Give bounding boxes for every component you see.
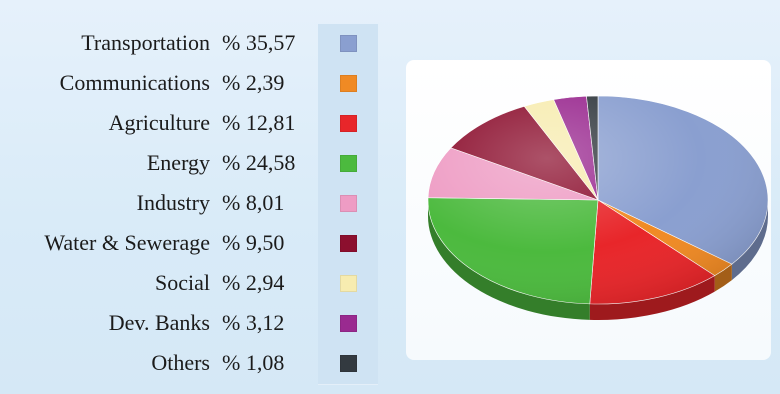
legend-swatch-cell-others (318, 344, 378, 385)
legend-value-energy: % 24,58 (222, 150, 296, 175)
pie-side-agriculture (589, 275, 715, 320)
legend-swatch-transportation (340, 35, 357, 52)
legend-label-dev-banks: Dev. Banks (108, 310, 210, 335)
legend-swatch-communications (340, 75, 357, 92)
legend-swatch-cell-water-and-sewerage (318, 224, 378, 265)
legend-swatch-cell-agriculture (318, 104, 378, 145)
legend-row-industry: Industry % 8,01 (0, 184, 380, 225)
legend-row-agriculture: Agriculture % 12,81 (0, 104, 380, 145)
legend-swatch-industry (340, 195, 357, 212)
pie-chart (427, 95, 769, 320)
legend-label-communications: Communications (59, 70, 210, 95)
legend-row-water-and-sewerage: Water & Sewerage % 9,50 (0, 224, 380, 265)
legend-swatch-others (340, 355, 357, 372)
legend-label-others: Others (151, 350, 210, 375)
legend-row-transportation: Transportation % 35,57 (0, 24, 380, 65)
legend-row-energy: Energy % 24,58 (0, 144, 380, 185)
legend-swatch-agriculture (340, 115, 357, 132)
legend-value-dev-banks: % 3,12 (222, 310, 285, 335)
legend-value-transportation: % 35,57 (222, 30, 296, 55)
legend-swatch-cell-transportation (318, 24, 378, 65)
legend-value-social: % 2,94 (222, 270, 285, 295)
legend-label-water-and-sewerage: Water & Sewerage (44, 230, 210, 255)
legend-row-dev-banks: Dev. Banks % 3,12 (0, 304, 380, 345)
legend-value-water-and-sewerage: % 9,50 (222, 230, 285, 255)
pie-panel (406, 60, 771, 360)
pie-slice-energy (427, 197, 599, 305)
legend-label-social: Social (155, 270, 210, 295)
legend-row-others: Others % 1,08 (0, 344, 380, 385)
legend-value-communications: % 2,39 (222, 70, 285, 95)
legend-swatch-cell-communications (318, 64, 378, 105)
legend-value-industry: % 8,01 (222, 190, 285, 215)
legend-swatch-energy (340, 155, 357, 172)
legend-label-industry: Industry (136, 190, 210, 215)
legend-swatch-cell-social (318, 264, 378, 305)
legend-value-others: % 1,08 (222, 350, 285, 375)
legend-label-energy: Energy (146, 150, 210, 175)
legend-value-agriculture: % 12,81 (222, 110, 296, 135)
legend-swatch-water-and-sewerage (340, 235, 357, 252)
legend-swatch-dev-banks (340, 315, 357, 332)
legend-swatch-social (340, 275, 357, 292)
legend-label-transportation: Transportation (81, 30, 210, 55)
legend-label-agriculture: Agriculture (108, 110, 210, 135)
legend-row-communications: Communications % 2,39 (0, 64, 380, 105)
legend-swatch-cell-energy (318, 144, 378, 185)
legend-swatch-cell-industry (318, 184, 378, 225)
legend-row-social: Social % 2,94 (0, 264, 380, 305)
legend-swatch-cell-dev-banks (318, 304, 378, 345)
